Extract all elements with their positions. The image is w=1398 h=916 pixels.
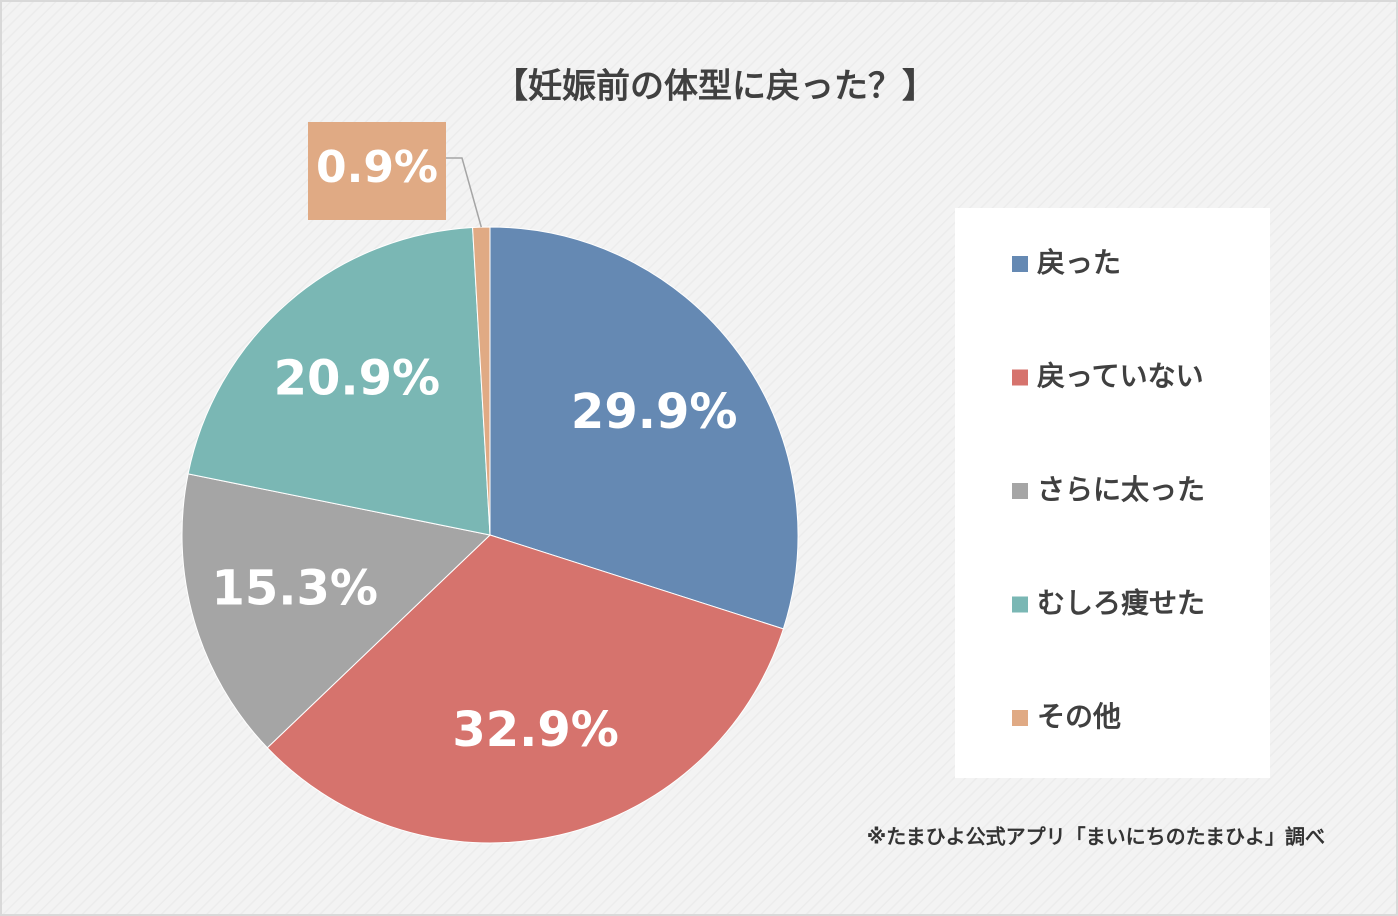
pie-slice bbox=[187, 226, 491, 536]
legend-box bbox=[955, 208, 1270, 778]
legend-swatch bbox=[1012, 369, 1028, 386]
pie-slice bbox=[489, 226, 799, 630]
legend-label: むしろ痩せた bbox=[1037, 587, 1205, 620]
pie-slice bbox=[181, 473, 492, 749]
legend-label: その他 bbox=[1037, 700, 1121, 733]
data-label: 20.9% bbox=[274, 350, 441, 406]
legend-label: 戻った bbox=[1037, 246, 1121, 279]
legend-label: さらに太った bbox=[1037, 473, 1205, 506]
legend-swatch bbox=[1012, 596, 1028, 613]
legend-label: 戻っていない bbox=[1037, 360, 1204, 393]
data-label: 32.9% bbox=[452, 702, 619, 758]
data-label: 0.9% bbox=[316, 142, 438, 193]
source-note: ※たまひよ公式アプリ「まいにちのたまひよ」調べ bbox=[867, 825, 1325, 849]
legend-swatch bbox=[1012, 483, 1028, 499]
data-label: 15.3% bbox=[211, 560, 378, 616]
legend-swatch bbox=[1012, 710, 1028, 726]
label-box bbox=[308, 122, 446, 220]
pie-slice bbox=[266, 534, 784, 844]
leader-line bbox=[446, 157, 483, 228]
chart-title: 【妊娠前の体型に戻った？】 bbox=[494, 67, 936, 107]
data-label: 29.9% bbox=[571, 384, 738, 440]
legend-swatch bbox=[1012, 256, 1028, 272]
